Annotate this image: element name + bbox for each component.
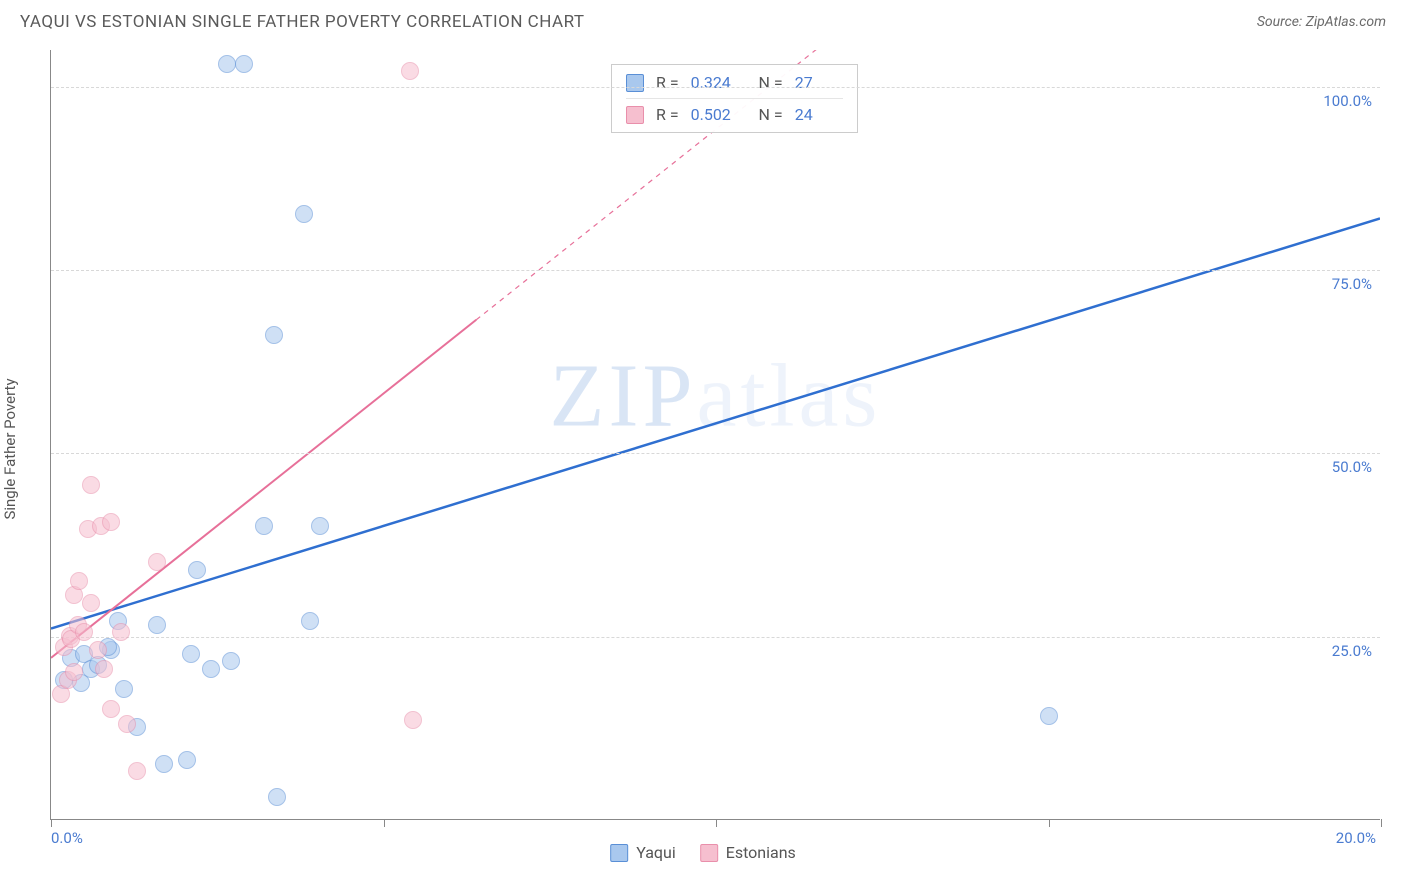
chart-title: YAQUI VS ESTONIAN SINGLE FATHER POVERTY … xyxy=(20,12,585,32)
data-point-yaqui xyxy=(202,660,220,678)
data-point-estonians xyxy=(404,711,422,729)
data-point-estonians xyxy=(401,62,419,80)
stat-r-label: R = xyxy=(656,105,679,124)
data-point-yaqui xyxy=(182,645,200,663)
trend-lines-svg xyxy=(51,50,1380,819)
legend-label: Estonians xyxy=(726,843,796,862)
data-point-estonians xyxy=(75,623,93,641)
data-point-yaqui xyxy=(301,612,319,630)
y-tick-label: 50.0% xyxy=(1332,458,1372,476)
gridline-horizontal xyxy=(51,637,1380,638)
y-tick-label: 100.0% xyxy=(1323,92,1372,110)
data-point-estonians xyxy=(82,476,100,494)
data-point-yaqui xyxy=(295,205,313,223)
stat-n-value: 24 xyxy=(795,105,843,124)
legend-label: Yaqui xyxy=(636,843,676,862)
trendline-yaqui xyxy=(51,218,1380,628)
data-point-yaqui xyxy=(235,55,253,73)
x-tick xyxy=(1381,819,1382,827)
data-point-estonians xyxy=(148,553,166,571)
x-tick xyxy=(51,819,52,827)
stats-row-yaqui: R = 0.324 N = 27 xyxy=(626,71,843,94)
data-point-estonians xyxy=(118,715,136,733)
series-legend: Yaqui Estonians xyxy=(610,843,796,862)
data-point-yaqui xyxy=(148,616,166,634)
stat-r-value: 0.324 xyxy=(691,73,739,92)
data-point-estonians xyxy=(112,623,130,641)
trendline-estonians-solid xyxy=(51,320,476,658)
legend-swatch xyxy=(626,74,644,92)
data-point-estonians xyxy=(70,572,88,590)
gridline-horizontal xyxy=(51,453,1380,454)
data-point-yaqui xyxy=(1040,707,1058,725)
data-point-yaqui xyxy=(265,326,283,344)
data-point-estonians xyxy=(82,594,100,612)
data-point-estonians xyxy=(102,513,120,531)
data-point-estonians xyxy=(102,700,120,718)
data-point-yaqui xyxy=(188,561,206,579)
legend-swatch xyxy=(626,106,644,124)
chart-header: YAQUI VS ESTONIAN SINGLE FATHER POVERTY … xyxy=(0,0,1406,40)
data-point-yaqui xyxy=(155,755,173,773)
x-tick xyxy=(1049,819,1050,827)
watermark: ZIPatlas xyxy=(550,345,882,448)
legend-item-estonians: Estonians xyxy=(700,843,796,862)
legend-swatch xyxy=(610,844,628,862)
data-point-yaqui xyxy=(222,652,240,670)
x-tick xyxy=(716,819,717,827)
x-tick-label: 0.0% xyxy=(51,829,83,847)
data-point-estonians xyxy=(128,762,146,780)
data-point-yaqui xyxy=(311,517,329,535)
data-point-yaqui xyxy=(268,788,286,806)
stats-row-estonians: R = 0.502 N = 24 xyxy=(626,98,843,126)
x-tick xyxy=(384,819,385,827)
stat-n-value: 27 xyxy=(795,73,843,92)
legend-swatch xyxy=(700,844,718,862)
chart-source: Source: ZipAtlas.com xyxy=(1257,14,1386,30)
y-tick-label: 25.0% xyxy=(1332,642,1372,660)
chart-container: Single Father Poverty ZIPatlas R = 0.324… xyxy=(0,40,1406,860)
stat-n-label: N = xyxy=(751,73,783,92)
stat-n-label: N = xyxy=(751,105,783,124)
plot-area: ZIPatlas R = 0.324 N = 27R = 0.502 N = 2… xyxy=(50,50,1380,820)
stats-legend-box: R = 0.324 N = 27R = 0.502 N = 24 xyxy=(611,64,858,133)
data-point-yaqui xyxy=(255,517,273,535)
gridline-horizontal xyxy=(51,87,1380,88)
stat-r-label: R = xyxy=(656,73,679,92)
x-tick-label: 20.0% xyxy=(1336,829,1376,847)
data-point-yaqui xyxy=(115,680,133,698)
data-point-estonians xyxy=(65,663,83,681)
data-point-yaqui xyxy=(178,751,196,769)
legend-item-yaqui: Yaqui xyxy=(610,843,676,862)
data-point-yaqui xyxy=(218,55,236,73)
data-point-estonians xyxy=(89,641,107,659)
y-axis-label: Single Father Poverty xyxy=(1,378,19,519)
y-tick-label: 75.0% xyxy=(1332,275,1372,293)
stat-r-value: 0.502 xyxy=(691,105,739,124)
data-point-estonians xyxy=(95,660,113,678)
gridline-horizontal xyxy=(51,270,1380,271)
